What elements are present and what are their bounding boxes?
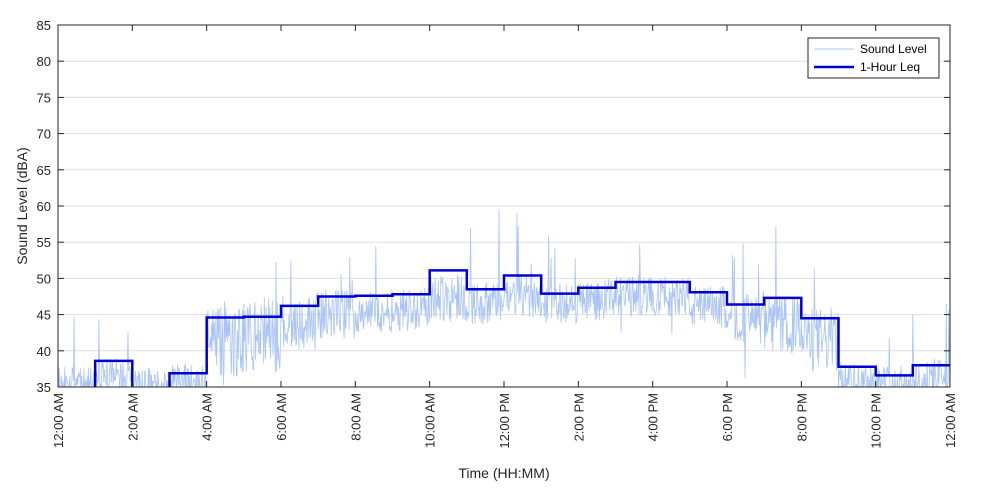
x-tick-label: 4:00 PM (646, 393, 661, 441)
x-tick-label: 12:00 AM (943, 393, 958, 448)
x-tick-label: 6:00 PM (720, 393, 735, 441)
x-tick-label: 12:00 AM (51, 393, 66, 448)
y-tick-label: 45 (37, 308, 51, 323)
y-tick-label: 50 (37, 271, 51, 286)
y-tick-label: 35 (37, 380, 51, 395)
legend-label-sound-level: Sound Level (860, 42, 927, 56)
y-tick-label: 75 (37, 90, 51, 105)
x-tick-label: 12:00 PM (497, 393, 512, 449)
x-tick-label: 10:00 AM (423, 393, 438, 448)
axis-ticks (57, 24, 951, 388)
x-tick-label: 2:00 PM (571, 393, 586, 441)
legend-box (807, 37, 940, 79)
legend-label-leq: 1-Hour Leq (860, 60, 920, 74)
x-tick-label: 10:00 PM (869, 393, 884, 449)
y-tick-label: 85 (37, 18, 51, 33)
y-tick-label: 70 (37, 127, 51, 142)
y-tick-label: 40 (37, 344, 51, 359)
y-tick-label: 60 (37, 199, 51, 214)
y-tick-label: 65 (37, 163, 51, 178)
legend: Sound Level 1-Hour Leq (807, 37, 940, 79)
leq-series (93, 269, 950, 387)
x-axis-label: Time (HH:MM) (458, 465, 549, 481)
x-tick-label: 2:00 AM (125, 393, 140, 441)
x-tick-labels: 12:00 AM 2:00 AM 4:00 AM 6:00 AM 8:00 AM 10:0… (51, 393, 958, 449)
x-tick-label: 4:00 AM (200, 393, 215, 441)
y-tick-label: 80 (37, 54, 51, 69)
y-axis-label: Sound Level (dBA) (14, 147, 30, 265)
x-tick-label: 6:00 AM (274, 393, 289, 441)
x-tick-label: 8:00 PM (794, 393, 809, 441)
x-tick-label: 8:00 AM (348, 393, 363, 441)
y-tick-label: 55 (37, 235, 51, 250)
leq-step-line (93, 269, 950, 387)
y-tick-labels: 35 40 45 50 55 60 65 70 75 80 85 (37, 18, 51, 395)
